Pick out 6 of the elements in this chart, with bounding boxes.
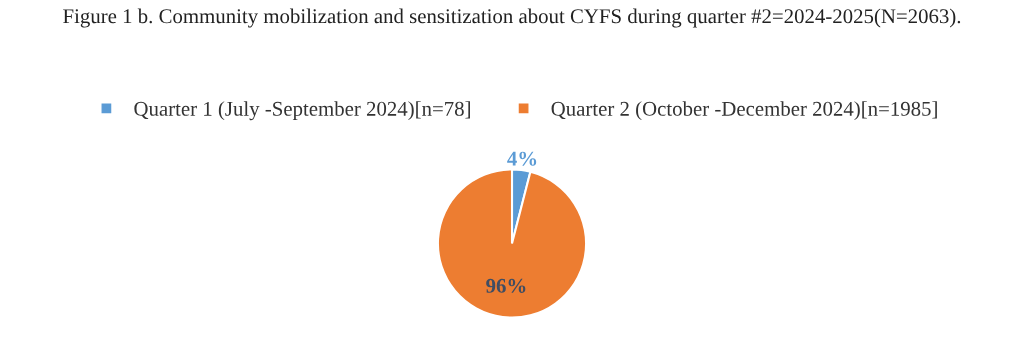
data-label: 4% xyxy=(507,151,537,166)
pie-slice xyxy=(436,168,588,319)
chart-title: Figure 1 b. Community mobilization and sensitization about CYFS during quarter #2=2024-2025(N=2063). xyxy=(63,8,961,28)
legend-label: Quarter 2 (October -December 2024)[n=1985] xyxy=(551,101,937,121)
data-label: 96% xyxy=(486,278,526,293)
legend-label: Quarter 1 (July -September 2024)[n=78] xyxy=(134,101,470,121)
